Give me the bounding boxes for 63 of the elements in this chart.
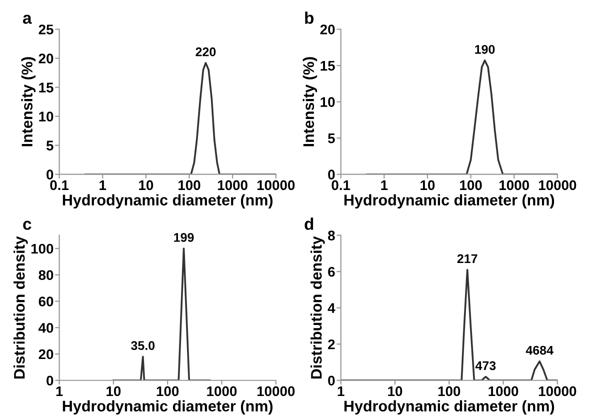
x-tick-label: 10000 (538, 180, 576, 190)
y-axis-title: Distribution density (14, 236, 28, 379)
y-tick-label: 100 (31, 244, 54, 254)
x-tick-label: 10 (388, 386, 402, 396)
annotation: 4684 (526, 346, 554, 355)
chart-title: b (305, 12, 314, 24)
annotation: 190 (475, 44, 495, 54)
x-tick-label: 1 (381, 180, 388, 190)
y-tick-label: 6 (328, 266, 335, 277)
y-tick-label: 80 (38, 270, 54, 280)
x-tick-label: 1 (100, 180, 106, 190)
annotation: 217 (457, 254, 478, 263)
x-axis-title: Hydrodynamic diameter (nm) (344, 194, 554, 208)
annotation: 35.0 (131, 341, 155, 350)
y-tick-label: 4 (328, 303, 336, 313)
x-tick-label: 10000 (257, 180, 295, 190)
x-tick-label: 10 (139, 180, 154, 190)
y-tick-label: 60 (38, 296, 54, 306)
y-tick-label: 10 (320, 97, 335, 107)
x-tick-label: 100 (178, 180, 200, 190)
y-tick-label: 5 (46, 140, 54, 150)
x-tick-label: 1000 (500, 180, 529, 190)
chart-title: d (304, 218, 314, 230)
y-tick-label: 8 (328, 230, 335, 240)
x-tick-label: 100 (156, 386, 179, 396)
x-tick-label: 1 (56, 386, 63, 396)
annotation: 220 (196, 47, 216, 56)
y-tick-label: 40 (38, 322, 54, 333)
y-axis-title: Intensity (%) (21, 57, 36, 146)
x-tick-label: 0.1 (50, 180, 69, 190)
chart-title: a (22, 14, 32, 24)
x-axis-title: Hydrodynamic diameter (nm) (62, 194, 273, 208)
x-tick-label: 10000 (257, 386, 295, 396)
y-tick-label: 2 (328, 339, 335, 350)
y-tick-label: 0 (46, 376, 54, 386)
y-tick-label: 10 (39, 112, 54, 122)
annotation: 199 (174, 232, 194, 242)
x-tick-label: 100 (438, 386, 460, 396)
x-tick-label: 1 (338, 386, 344, 396)
x-tick-label: 10 (420, 180, 435, 190)
y-tick-label: 25 (38, 24, 54, 34)
x-axis-title: Hydrodynamic diameter (nm) (62, 400, 273, 415)
y-tick-label: 20 (38, 349, 54, 360)
chart-title: c (23, 220, 32, 230)
y-axis-title: Intensity (%) (302, 57, 318, 146)
y-tick-label: 5 (328, 134, 335, 144)
y-tick-label: 20 (320, 24, 335, 34)
y-tick-label: 15 (39, 82, 54, 92)
y-tick-label: 15 (320, 61, 335, 71)
x-axis-title: Hydrodynamic diameter (nm) (344, 400, 554, 415)
y-tick-label: 20 (38, 54, 54, 64)
x-tick-label: 1000 (488, 386, 518, 396)
y-axis-title: Distribution density (310, 236, 325, 379)
x-tick-label: 10 (106, 386, 121, 396)
y-tick-label: 0 (46, 170, 54, 180)
x-tick-label: 100 (460, 180, 482, 190)
x-tick-label: 1000 (207, 386, 237, 396)
x-tick-label: 10000 (538, 386, 576, 396)
y-tick-label: 0 (328, 376, 335, 386)
annotation: 473 (475, 361, 496, 370)
x-tick-label: 1000 (218, 180, 248, 190)
y-tick-label: 0 (328, 170, 335, 180)
x-tick-label: 0.1 (332, 180, 350, 190)
